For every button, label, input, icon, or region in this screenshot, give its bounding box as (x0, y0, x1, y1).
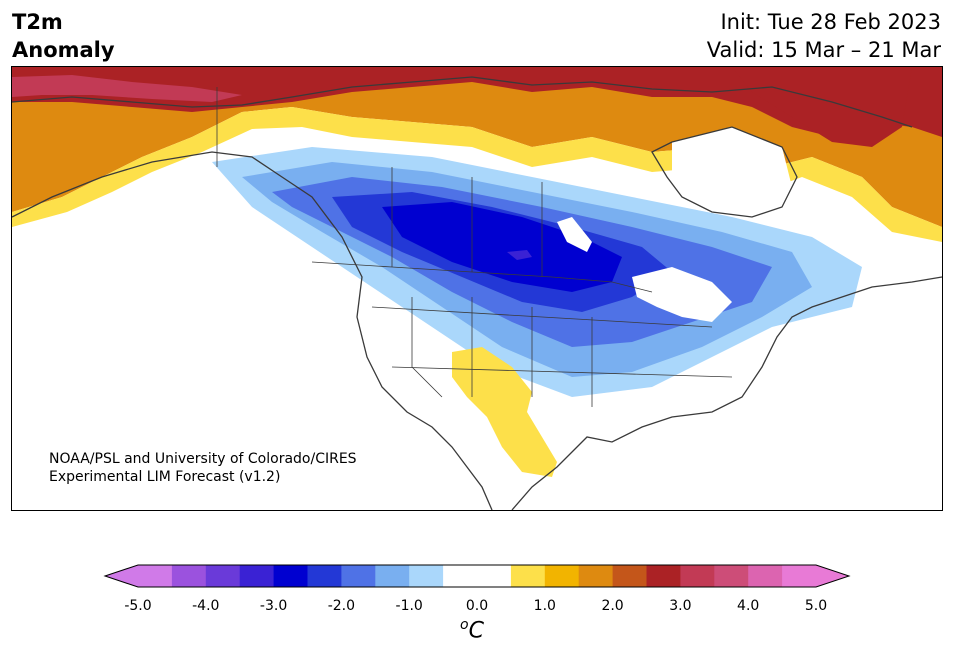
colorbar-segment (477, 565, 512, 587)
anomaly-map (11, 66, 943, 511)
colorbar-segment (510, 565, 546, 587)
credit-text: NOAA/PSL and University of Colorado/CIRE… (49, 450, 357, 486)
colorbar-tick-label: 0.0 (465, 598, 489, 614)
title-line-2: Anomaly (12, 38, 115, 62)
colorbar-segments (103, 564, 851, 588)
colorbar-segment (138, 565, 173, 587)
colorbar-tick-label: -1.0 (395, 598, 423, 614)
lake-winnipeg (557, 217, 592, 252)
colorbar-segment (171, 565, 207, 587)
credit-line-1: NOAA/PSL and University of Colorado/CIRE… (49, 451, 357, 467)
colorbar-segment (375, 565, 410, 587)
init-date: Init: Tue 28 Feb 2023 (720, 10, 941, 34)
colorbar-outline (103, 564, 851, 588)
colorbar-tick-label: 2.0 (601, 598, 624, 614)
colorbar-tick-label: -3.0 (259, 598, 288, 614)
colorbar-segment (239, 565, 275, 587)
colorbar-segment (544, 565, 580, 587)
colorbar-tick-label: -2.0 (327, 598, 356, 614)
colorbar-segment (612, 565, 647, 587)
colorbar (103, 564, 851, 588)
colorbar-segment (714, 565, 749, 587)
colorbar-tick-label: 1.0 (533, 598, 556, 614)
colorbar-under-arrow (105, 565, 138, 587)
borders (216, 87, 733, 407)
colorbar-segment (680, 565, 715, 587)
colorbar-segment (646, 565, 681, 587)
colorbar-tick-label: 5.0 (804, 598, 828, 614)
map-svg (12, 67, 942, 510)
colorbar-tick-label: -4.0 (192, 598, 220, 614)
unit-base: C (468, 618, 484, 644)
colorbar-segment (341, 565, 376, 587)
warm-band-orange (12, 67, 942, 227)
unit-superscript: o (460, 617, 469, 633)
map-title: T2m Anomaly (12, 8, 115, 64)
cold-core-spot (507, 250, 532, 260)
colorbar-segment (443, 565, 478, 587)
colorbar-segment (578, 565, 614, 587)
title-line-1: T2m (12, 10, 63, 34)
warm-southwest (452, 347, 557, 477)
colorbar-segment (307, 565, 342, 587)
colorbar-segment (205, 565, 241, 587)
colorbar-segment (273, 565, 308, 587)
great-lakes (632, 267, 732, 322)
cold-core (382, 202, 622, 292)
colorbar-segment (409, 565, 444, 587)
credit-line-2: Experimental LIM Forecast (v1.2) (49, 469, 281, 485)
colorbar-tick-label: -5.0 (124, 598, 152, 614)
hudson-bay (672, 127, 792, 217)
colorbar-segment (782, 565, 817, 587)
colorbar-over-arrow (816, 565, 849, 587)
warm-band-red (12, 67, 942, 137)
forecast-dates: Init: Tue 28 Feb 2023 Valid: 15 Mar – 21… (707, 8, 941, 64)
colorbar-segment (748, 565, 783, 587)
valid-date: Valid: 15 Mar – 21 Mar (706, 38, 941, 62)
coastlines (12, 76, 942, 510)
warm-patch-northeast (732, 67, 912, 147)
warm-pink-west (12, 75, 242, 102)
colorbar-unit: oC (460, 617, 484, 643)
colorbar-tick-label: 4.0 (737, 598, 760, 614)
colorbar-tick-label: 3.0 (669, 598, 692, 614)
